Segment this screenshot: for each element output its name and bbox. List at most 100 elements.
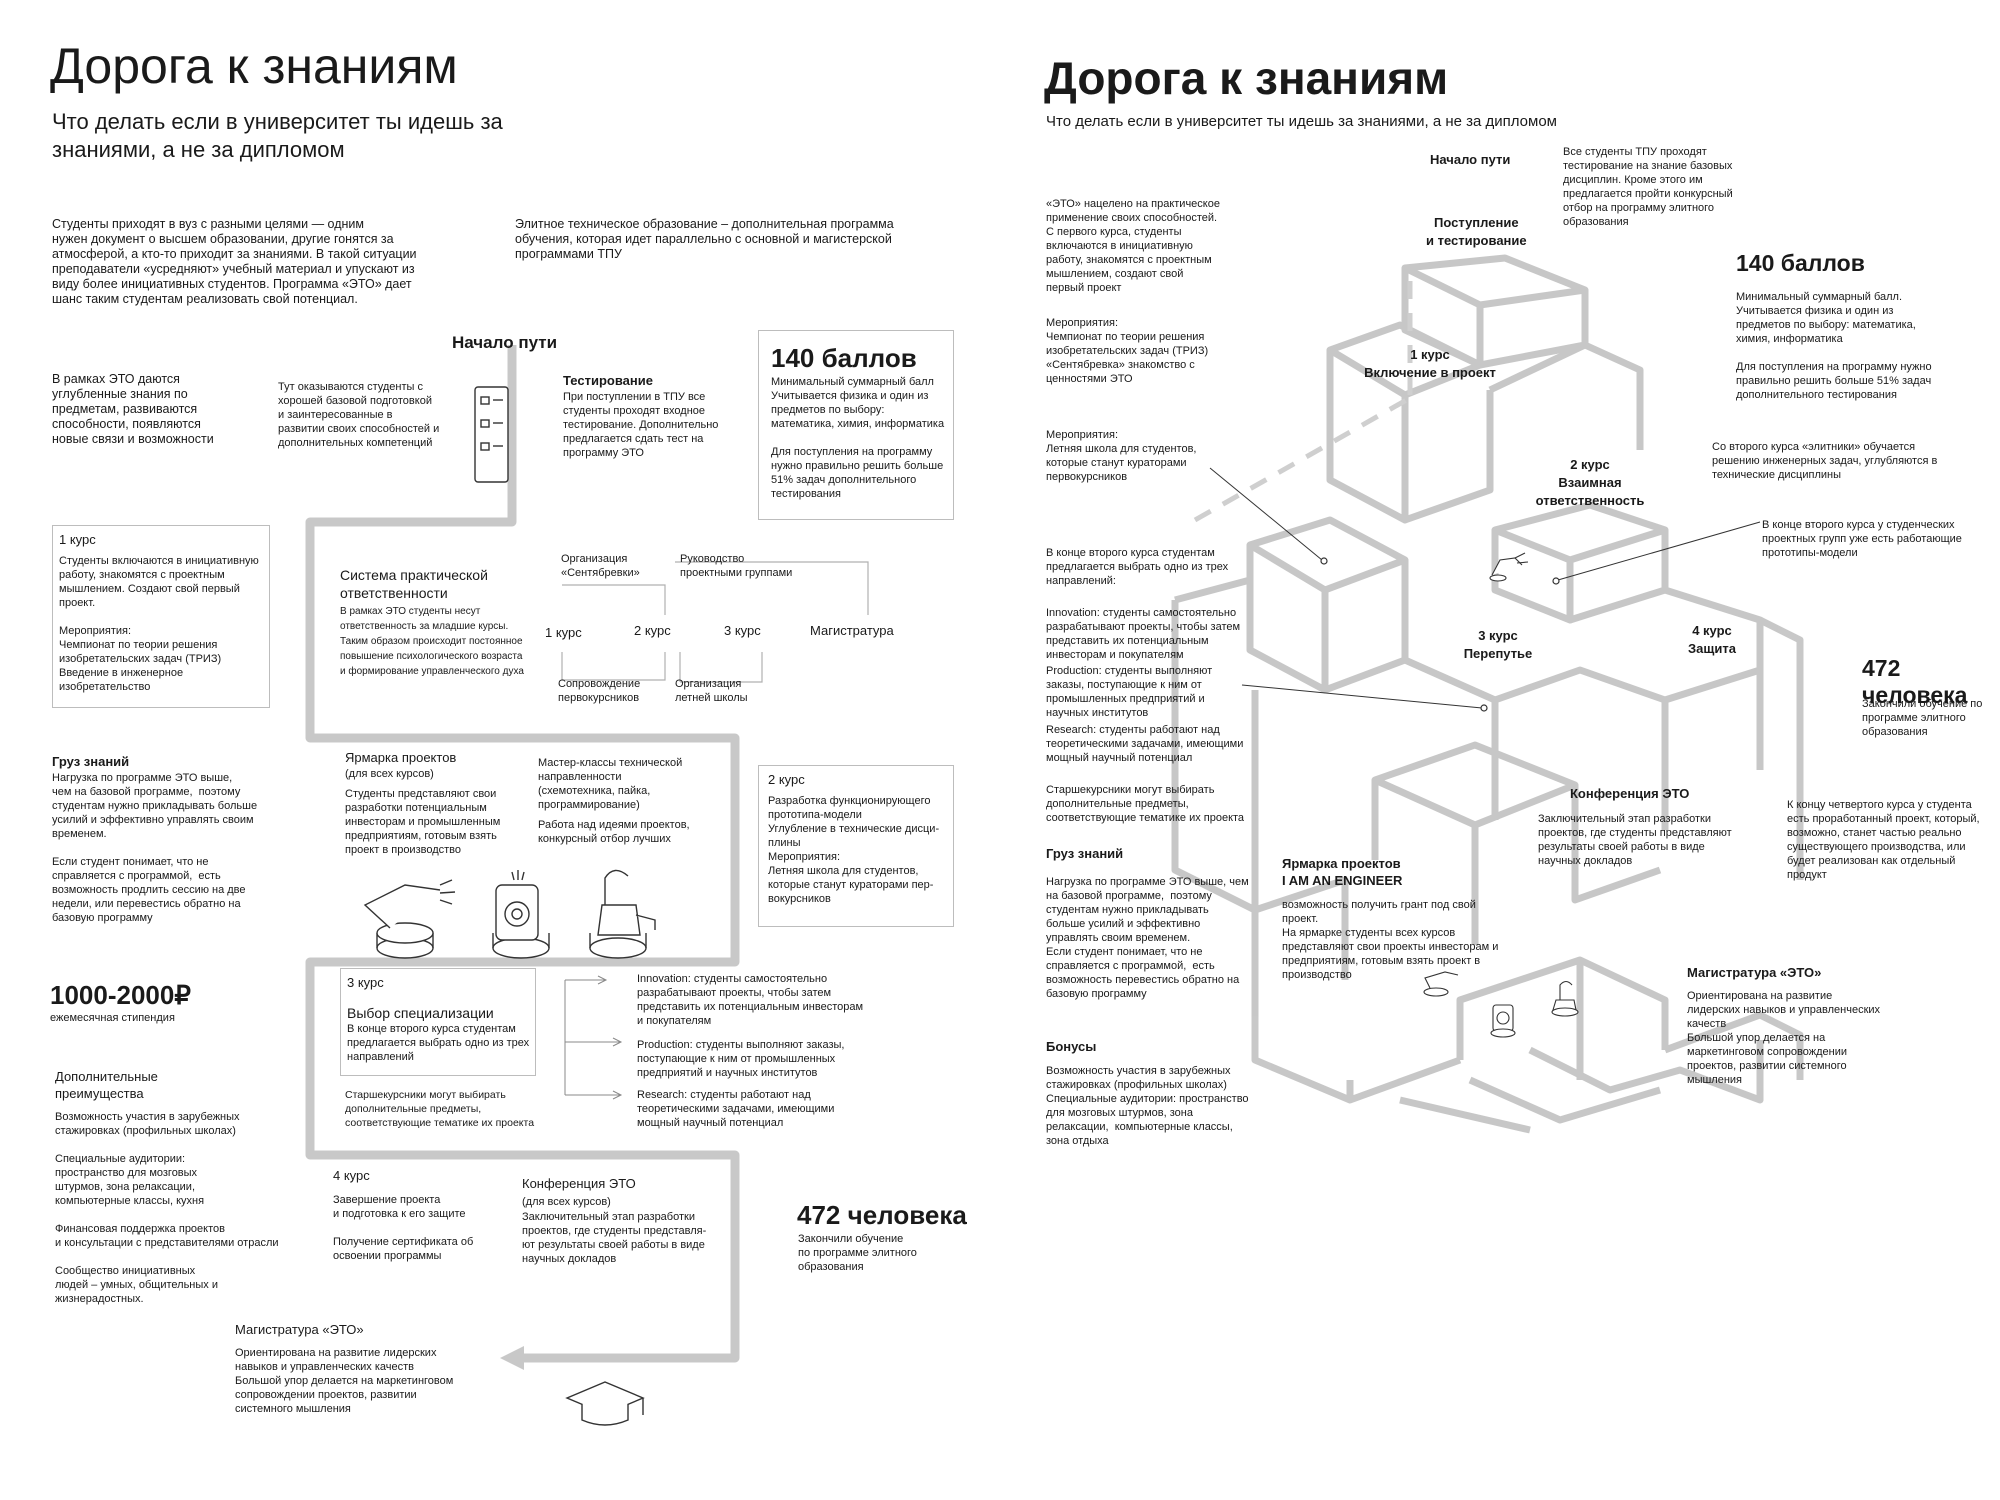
lead-groups: Руководство проектными группами [680,553,793,579]
load-title: Груз знаний [52,754,130,769]
graduation-cap-icon [565,1381,645,1426]
right-conference-text: Заключительный этап разработки проектов, … [1538,813,1732,867]
right-elite-text: Со второго курса «элитники» обучается реш… [1712,441,1938,481]
intro-right-text: Элитное техническое образование – дополн… [515,217,894,261]
right-events1: Мероприятия: Чемпионат по теории решения и… [1046,317,1209,385]
right-course2: 2 курс Взаимная ответственность [1535,457,1645,508]
soldering-icon [589,869,656,959]
right-eto-text: «ЭТО» нацелено на практическое применение… [1046,198,1220,294]
soldering-small-icon [1551,980,1579,1017]
right-all-students: Все студенты ТПУ проходят тестирование на… [1563,146,1733,228]
right-subtitle: Что делать если в университет ты идешь з… [1046,113,1557,130]
scheme-course1: 1 курс [545,625,582,640]
journey-path [305,345,740,1363]
course4-text: Завершение проекта и подготовка к его защ… [333,1194,474,1262]
robot-arm-icon [363,879,456,959]
graduates-text: Закончили обучение по программе элитного о… [798,1233,917,1273]
right-page-title: Дорога к знаниям [1044,52,1449,104]
right-senior: Старшекурсники могут выбирать дополнитель… [1046,784,1245,824]
right-bonus-text: Возможность участия в зарубежных стажиров… [1046,1065,1249,1147]
fair-title: Ярмарка проектов [345,750,457,765]
right-innovation: Innovation: студенты самостоятельно разра… [1046,607,1241,661]
right-research: Research: студенты работают над теоретиче… [1046,724,1244,764]
course1-title: 1 курс [59,532,96,547]
course2-card: 2 курс Разработка функционирующего протот… [758,765,954,927]
right-load-text: Нагрузка по программе ЭТО выше, чем на ба… [1046,876,1249,1000]
right-load-title: Груз знаний [1046,846,1124,861]
deep-knowledge-text: В рамках ЭТО даются углубленные знания по… [52,372,214,446]
right-graduates-text: Закончили обучение по программе элитного о… [1862,698,1983,738]
spec-title: Выбор специализации [347,1005,494,1021]
advantages-text: Возможность участия в зарубежных стажиров… [55,1111,279,1305]
right-graduates-count: 472 человека [1862,655,1968,708]
stipend-amount: 1000-2000₽ [50,980,191,1010]
course1-card: 1 курс Студенты включаются в инициативну… [52,525,270,708]
right-events2: Мероприятия: Летняя школа для студентов, к… [1046,429,1197,483]
load-text: Нагрузка по программе ЭТО выше, чем на ба… [52,772,258,924]
right-choose-text: В конце второго курса студентам предлагае… [1046,547,1229,587]
stipend-text: ежемесячная стипендия [50,1012,175,1024]
left-subtitle: Что делать если в университет ты идешь з… [52,109,503,162]
innovation-text: Innovation: студенты самостоятельно разра… [637,973,864,1027]
right-admission: Поступление и тестирование [1426,215,1527,248]
score-title: 140 баллов [771,343,917,373]
course4-title: 4 курс [333,1168,370,1183]
score-text: Минимальный суммарный балл Учитывается фи… [771,376,945,500]
testing-title: Тестирование [563,373,653,388]
research-text: Research: студенты работают над теоретиче… [637,1089,835,1129]
conference-title: Конференция ЭТО [522,1176,636,1191]
fair-sub: (для всех курсов) [345,768,434,780]
magistracy-text: Ориентирована на развитие лидерских навык… [235,1347,454,1415]
right-end4-text: К концу четвертого курса у студента есть … [1787,799,1980,881]
scheme-course2: 2 курс [634,623,671,638]
right-magistracy-text: Ориентирована на развитие лидерских навык… [1687,990,1881,1086]
right-bonus-title: Бонусы [1046,1039,1097,1054]
responsibility-scheme [561,561,869,683]
journey-arrow-head [500,1346,524,1370]
right-conference-title: Конференция ЭТО [1570,786,1690,801]
course3-title: 3 курс [347,975,384,990]
device-small-icon [1490,1004,1516,1038]
advantages-title: Дополнительные преимущества [55,1069,158,1101]
conference-text: Заключительный этап разработки проектов, … [522,1211,707,1265]
right-start: Начало пути [1430,152,1511,167]
robot-arm-small-icon [1489,552,1529,582]
leader-lines [1209,467,1761,709]
course2-title: 2 курс [768,772,805,787]
right-course1: 1 курс Включение в проект [1364,347,1496,380]
intro-left-text: Студенты приходят в вуз с разными целями… [52,217,417,306]
system-title: Система практической ответственности [340,567,488,601]
score-card: 140 баллов Минимальный суммарный балл Учи… [758,330,954,520]
spec-text: В конце второго курса студентам предлагае… [347,1023,530,1063]
system-text: В рамках ЭТО студенты несут ответственнос… [340,606,524,677]
magistracy-title: Магистратура «ЭТО» [235,1322,364,1337]
fair-text: Студенты представляют свои разработки пот… [345,788,501,856]
summer-org-text: Организация летней школы [675,678,748,704]
graduates-count: 472 человека [797,1200,967,1230]
course3-card: 3 курс Выбор специализации В конце второ… [340,968,536,1076]
right-course4: 4 курс Защита [1688,623,1736,656]
master-class-text: Работа над идеями проектов, конкурсный от… [538,819,690,845]
checklist-icon [474,386,509,483]
right-score-title: 140 баллов [1736,250,1865,276]
right-production: Production: студенты выполняют заказы, по… [1046,665,1213,719]
scheme-course3: 3 курс [724,623,761,638]
right-score-text: Минимальный суммарный балл. Учитывается ф… [1736,291,1932,401]
org-september: Организация «Сентябревки» [561,553,640,579]
right-fair-text: возможность получить грант под свой проек… [1282,899,1499,981]
start-title: Начало пути [452,333,558,352]
device-icon [492,870,550,959]
students-text: Тут оказываются студенты с хорошей базово… [278,381,440,449]
testing-text: При поступлении в ТПУ все студенты проход… [563,391,719,459]
conference-sub: (для всех курсов) [522,1196,611,1208]
right-fair-title: Ярмарка проектов I AM AN ENGINEER [1282,856,1403,888]
senior-text: Старшекурсники могут выбирать дополнитель… [345,1089,535,1129]
master-class-title: Мастер-классы технической направленности(… [538,757,683,811]
course2-text: Разработка функционирующего прототипа-мод… [768,795,940,905]
course1-text: Студенты включаются в инициативную работу… [59,555,259,693]
right-proto-text: В конце второго курса у студенческих прое… [1762,519,1962,559]
production-text: Production: студенты выполняют заказы, по… [637,1039,845,1079]
left-page-title: Дорога к знаниям [50,38,458,94]
robot-arm-small-icon-2 [1423,971,1459,997]
